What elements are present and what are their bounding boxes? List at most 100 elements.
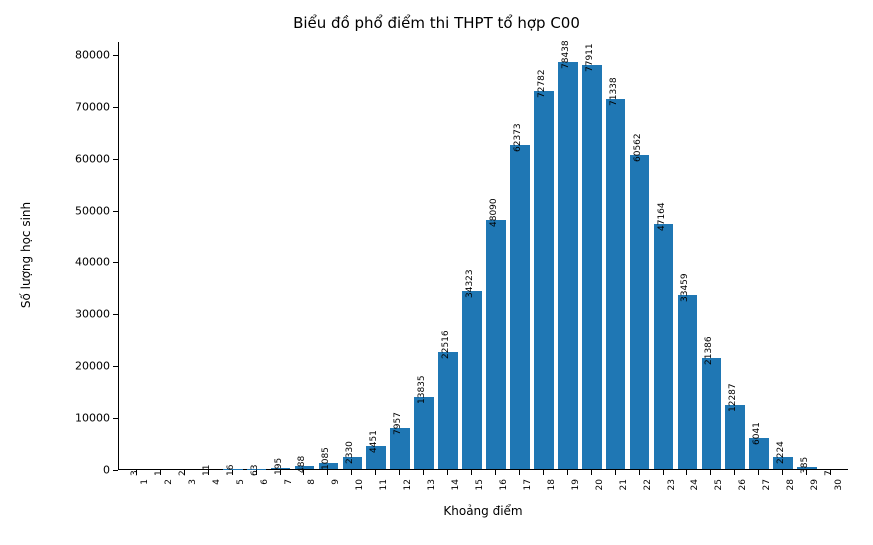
bar-value-label: 385 <box>800 457 810 474</box>
xtick-label: 28 <box>786 479 796 545</box>
bar-value-label: 12287 <box>728 384 738 413</box>
bar <box>654 224 674 469</box>
bar-value-label: 21386 <box>704 336 714 365</box>
xtick-label: 9 <box>331 479 341 545</box>
ytick-mark <box>113 366 118 367</box>
bar <box>510 145 530 469</box>
bar-value-label: 33459 <box>680 274 690 303</box>
xtick-mark <box>782 470 783 475</box>
xtick-mark <box>710 470 711 475</box>
xtick-label: 20 <box>595 479 605 545</box>
bar-value-label: 48090 <box>489 198 499 227</box>
xtick-label: 6 <box>260 479 270 545</box>
xtick-mark <box>639 470 640 475</box>
xtick-mark <box>686 470 687 475</box>
bar <box>606 99 626 469</box>
bar-value-label: 72782 <box>537 70 547 99</box>
xtick-label: 7 <box>284 479 294 545</box>
bar-value-label: 13835 <box>417 376 427 405</box>
xtick-label: 19 <box>571 479 581 545</box>
xtick-mark <box>423 470 424 475</box>
ytick-mark <box>113 107 118 108</box>
bar <box>414 397 434 469</box>
ytick-mark <box>113 211 118 212</box>
xtick-label: 3 <box>188 479 198 545</box>
ytick-mark <box>113 470 118 471</box>
bar-value-label: 78438 <box>561 40 571 69</box>
xtick-label: 18 <box>547 479 557 545</box>
xtick-mark <box>351 470 352 475</box>
xtick-label: 29 <box>810 479 820 545</box>
xtick-mark <box>256 470 257 475</box>
xtick-mark <box>399 470 400 475</box>
ytick-label: 70000 <box>68 100 110 113</box>
bar <box>462 291 482 469</box>
xtick-label: 1 <box>140 479 150 545</box>
xtick-label: 15 <box>475 479 485 545</box>
bar-value-label: 16 <box>226 464 236 475</box>
bar-value-label: 7 <box>824 470 834 476</box>
xtick-label: 24 <box>690 479 700 545</box>
bar-value-label: 7957 <box>393 412 403 435</box>
bar-value-label: 6041 <box>752 422 762 445</box>
y-axis-label: Số lượng học sinh <box>19 195 33 315</box>
bar-value-label: 488 <box>297 456 307 473</box>
bar-value-label: 62373 <box>513 124 523 153</box>
plot-area <box>118 42 848 470</box>
bar-value-label: 71338 <box>609 77 619 106</box>
xtick-mark <box>806 470 807 475</box>
xtick-label: 25 <box>714 479 724 545</box>
xtick-mark <box>280 470 281 475</box>
bar-value-label: 2224 <box>776 442 786 465</box>
bar-value-label: 2 <box>178 470 188 476</box>
ytick-mark <box>113 159 118 160</box>
ytick-label: 0 <box>68 464 110 477</box>
xtick-mark <box>447 470 448 475</box>
ytick-label: 60000 <box>68 152 110 165</box>
xtick-mark <box>208 470 209 475</box>
xtick-label: 27 <box>762 479 772 545</box>
bar-value-label: 63 <box>250 464 260 475</box>
xtick-mark <box>327 470 328 475</box>
xtick-mark <box>830 470 831 475</box>
ytick-label: 30000 <box>68 308 110 321</box>
xtick-label: 12 <box>403 479 413 545</box>
xtick-label: 8 <box>307 479 317 545</box>
xtick-mark <box>567 470 568 475</box>
xtick-label: 30 <box>834 479 844 545</box>
ytick-label: 40000 <box>68 256 110 269</box>
xtick-label: 5 <box>236 479 246 545</box>
xtick-label: 2 <box>164 479 174 545</box>
bar <box>702 358 722 469</box>
bar <box>486 220 506 469</box>
bar-value-label: 195 <box>274 458 284 475</box>
xtick-label: 11 <box>379 479 389 545</box>
xtick-mark <box>471 470 472 475</box>
ytick-mark <box>113 55 118 56</box>
bar-value-label: 1085 <box>321 447 331 470</box>
xtick-label: 4 <box>212 479 222 545</box>
xtick-mark <box>615 470 616 475</box>
bar <box>534 91 554 469</box>
xtick-mark <box>184 470 185 475</box>
ytick-label: 20000 <box>68 360 110 373</box>
bar-value-label: 3 <box>130 470 140 476</box>
xtick-mark <box>375 470 376 475</box>
ytick-label: 10000 <box>68 412 110 425</box>
bar-value-label: 1 <box>154 470 164 476</box>
xtick-mark <box>758 470 759 475</box>
bar <box>438 352 458 469</box>
xtick-mark <box>543 470 544 475</box>
bar-value-label: 60562 <box>633 133 643 162</box>
bar-value-label: 4451 <box>369 430 379 453</box>
xtick-mark <box>160 470 161 475</box>
xtick-label: 23 <box>667 479 677 545</box>
xtick-label: 16 <box>499 479 509 545</box>
xtick-mark <box>663 470 664 475</box>
chart-title: Biểu đồ phổ điểm thi THPT tổ hợp C00 <box>0 14 873 32</box>
figure: Biểu đồ phổ điểm thi THPT tổ hợp C00 Kho… <box>0 0 873 545</box>
xtick-label: 17 <box>523 479 533 545</box>
xtick-mark <box>136 470 137 475</box>
ytick-mark <box>113 314 118 315</box>
bar <box>678 295 698 469</box>
